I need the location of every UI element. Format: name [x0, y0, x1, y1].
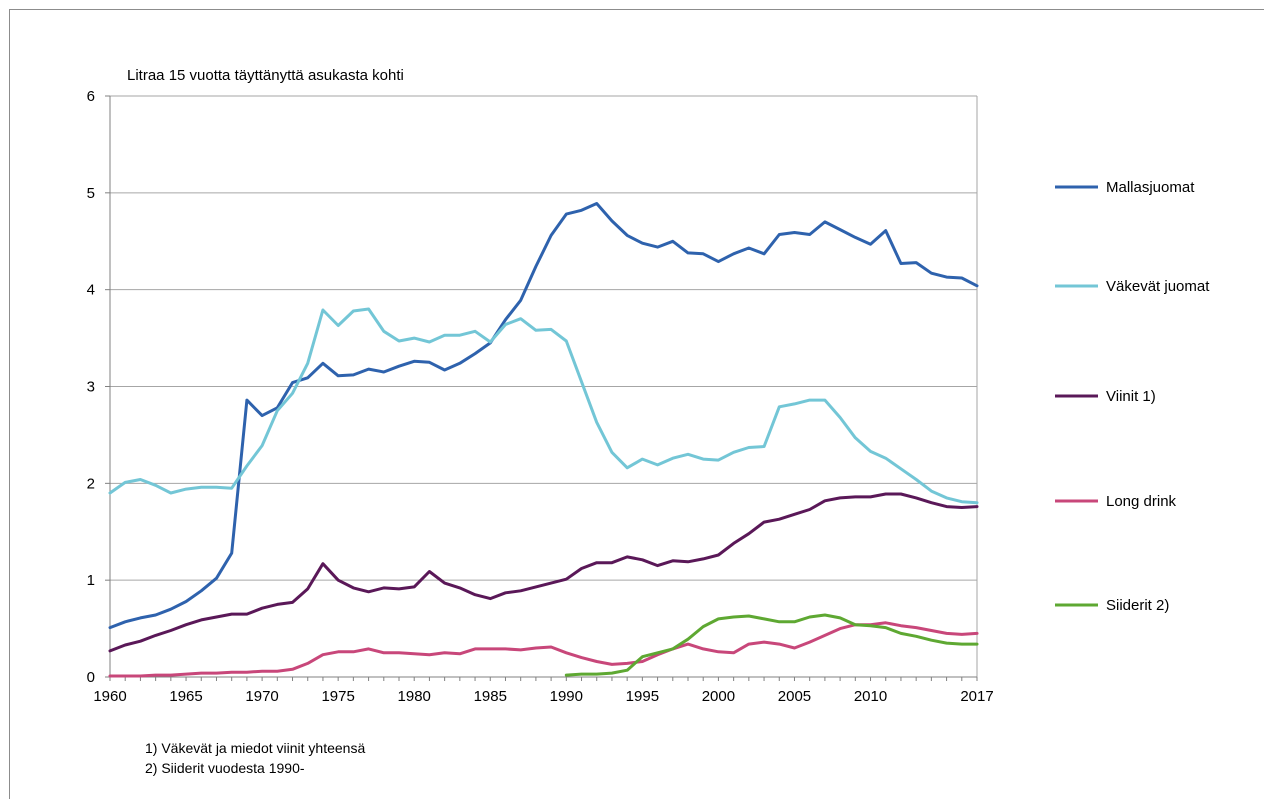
x-tick-label: 1975	[321, 688, 354, 705]
series-line-4	[564, 613, 979, 677]
series-line-2	[108, 492, 979, 653]
legend-label: Siiderit 2)	[1106, 597, 1169, 614]
x-tick-label: 1990	[550, 688, 583, 705]
series-line-3	[108, 621, 979, 678]
y-tick-label: 0	[87, 669, 95, 686]
x-tick-label: 1960	[93, 688, 126, 705]
footnote-1: 1) Väkevät ja miedot viinit yhteensä	[145, 740, 366, 756]
legend-label: Long drink	[1106, 493, 1177, 510]
legend-label: Mallasjuomat	[1106, 179, 1195, 196]
legend-label: Viinit 1)	[1106, 388, 1156, 405]
x-tick-label: 1980	[398, 688, 431, 705]
chart-title: Litraa 15 vuotta täyttänyttä asukasta ko…	[127, 67, 404, 84]
axes: 0 1 2 3 4 5 6 1960 1965 1970 1975 1980 1985 1990 1995 2…	[87, 88, 994, 705]
x-tick-label: 2017	[960, 688, 993, 705]
x-tick-label: 1985	[474, 688, 507, 705]
series-line-0	[108, 202, 979, 630]
x-tick-label: 1970	[245, 688, 278, 705]
legend: Mallasjuomat Väkevät juomat Viinit 1) Long …	[1055, 179, 1210, 614]
series-lines	[108, 202, 979, 678]
x-tick-label: 2005	[778, 688, 811, 705]
x-tick-label: 1995	[626, 688, 659, 705]
footnote-2: 2) Siiderit vuodesta 1990-	[145, 760, 305, 776]
y-tick-label: 1	[87, 572, 95, 589]
chart-frame	[9, 9, 1264, 799]
series-line-1	[108, 307, 979, 505]
y-tick-label: 3	[87, 379, 95, 396]
y-tick-label: 2	[87, 475, 95, 492]
grid-lines	[110, 95, 978, 677]
x-tick-label: 2010	[854, 688, 887, 705]
legend-label: Väkevät juomat	[1106, 278, 1210, 295]
x-tick-label: 1965	[169, 688, 202, 705]
y-tick-label: 5	[87, 185, 95, 202]
y-tick-label: 4	[87, 282, 95, 299]
y-tick-label: 6	[87, 88, 95, 105]
x-tick-label: 2000	[702, 688, 735, 705]
